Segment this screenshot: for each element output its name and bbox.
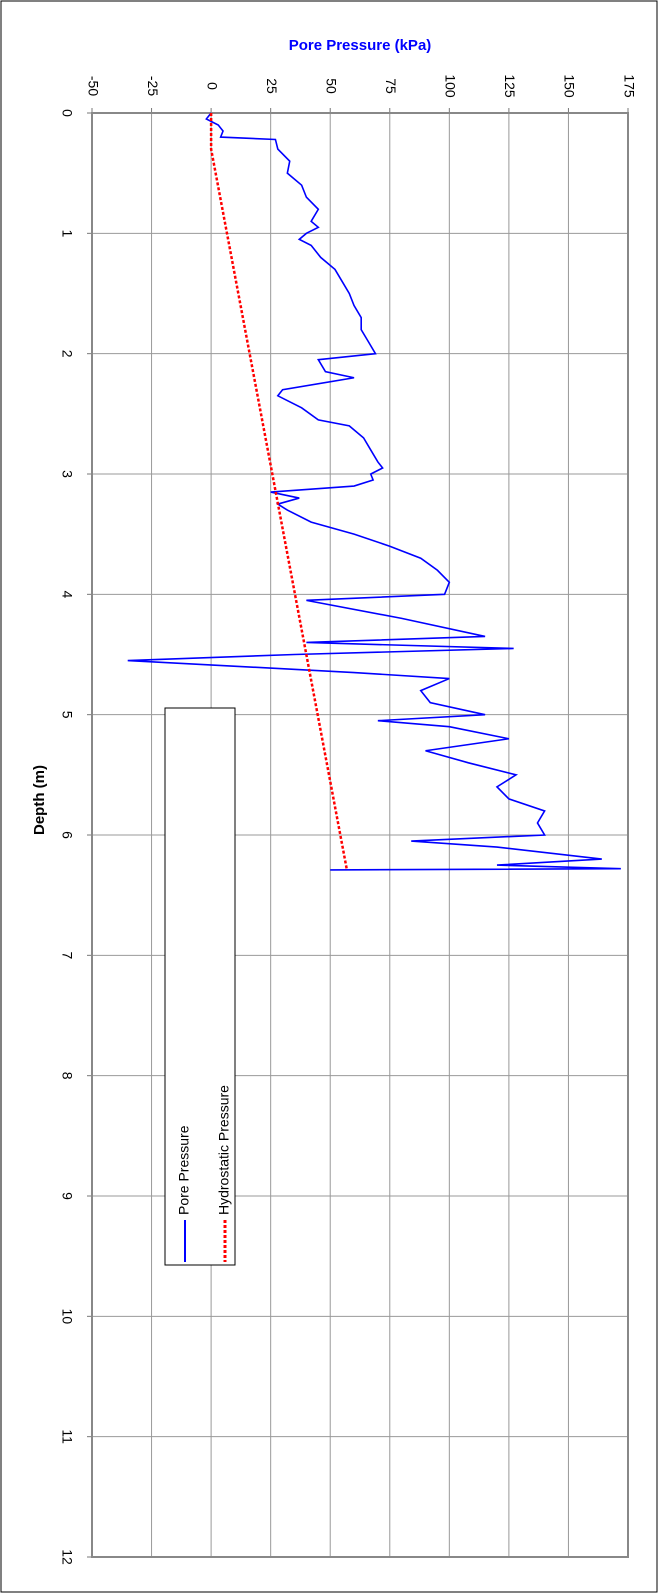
depth-tick-label: 8 [59,1072,75,1080]
pressure-tick-label: 125 [502,74,518,98]
pressure-tick-label: 0 [204,82,220,90]
data-line [209,113,349,871]
data-line [127,112,621,871]
depth-tick-label: 4 [59,590,75,598]
pressure-tick-label: -50 [85,76,101,96]
pressure-tick-label: -25 [145,76,161,96]
depth-tick-label: 0 [59,109,75,117]
plot-frame [91,112,629,1558]
depth-tick-label: 1 [59,229,75,237]
depth-tick-label: 12 [59,1549,75,1565]
depth-axis-title: Depth (m) [31,765,48,835]
depth-tick-label: 11 [59,1429,75,1444]
depth-tick-label: 9 [59,1192,75,1200]
depth-tick-label: 5 [59,711,75,719]
depth-tick-label: 3 [59,470,75,478]
legend-label: Hydrostatic Pressure [216,1085,232,1215]
depth-tick-label: 10 [59,1309,75,1325]
pressure-tick-label: 150 [562,74,578,98]
legend-box [164,707,236,1266]
legend-label: Pore Pressure [176,1125,192,1215]
value-axis-title: Pore Pressure (kPa) [289,37,432,54]
pressure-tick-label: 75 [383,78,399,94]
pressure-tick-label: 100 [443,74,459,98]
pressure-tick-label: 50 [324,78,340,94]
depth-tick-label: 7 [59,951,75,959]
pressure-tick-label: 25 [264,78,280,94]
pressure-tick-label: 175 [621,74,637,98]
depth-tick-label: 6 [59,831,75,839]
depth-tick-label: 2 [59,350,75,358]
